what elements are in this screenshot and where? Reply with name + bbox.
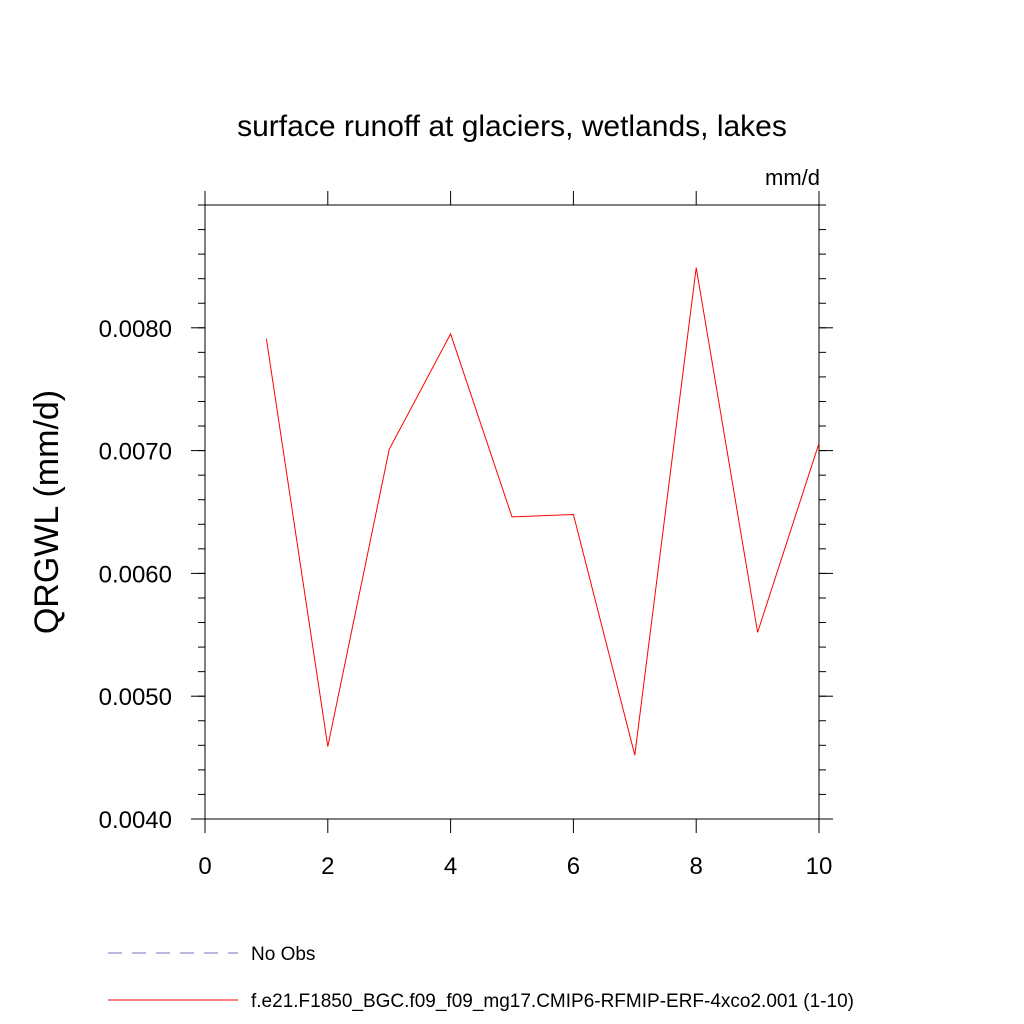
axis-ticks (191, 191, 833, 833)
y-tick-label: 0.0070 (99, 439, 172, 466)
x-tick-label: 10 (806, 853, 833, 880)
y-tick-label: 0.0080 (99, 316, 172, 343)
x-tick-label: 8 (690, 853, 703, 880)
y-tick-label: 0.0060 (99, 561, 172, 588)
series-line (265, 267, 820, 756)
y-tick-label: 0.0040 (99, 807, 172, 834)
units-label: mm/d (765, 165, 820, 190)
legend: No Obs f.e21.F1850_BGC.f09_f09_mg17.CMIP6… (108, 944, 854, 1012)
tick-labels: 0 2 4 6 8 10 0.0040 0.0050 0.0060 0.0070 0.0080 (99, 316, 833, 880)
legend-label: f.e21.F1850_BGC.f09_f09_mg17.CMIP6-RFMIP… (251, 991, 854, 1012)
y-tick-label: 0.0050 (99, 684, 172, 711)
legend-label: No Obs (251, 944, 315, 965)
chart-title: surface runoff at glaciers, wetlands, la… (237, 110, 787, 143)
plot-frame (204, 204, 820, 820)
plot-border (204, 204, 820, 820)
x-tick-label: 0 (198, 853, 211, 880)
x-tick-label: 2 (321, 853, 334, 880)
x-tick-label: 4 (444, 853, 457, 880)
series-layer (265, 267, 820, 756)
y-axis-title: QRGWL (mm/d) (28, 390, 66, 634)
x-tick-label: 6 (567, 853, 580, 880)
